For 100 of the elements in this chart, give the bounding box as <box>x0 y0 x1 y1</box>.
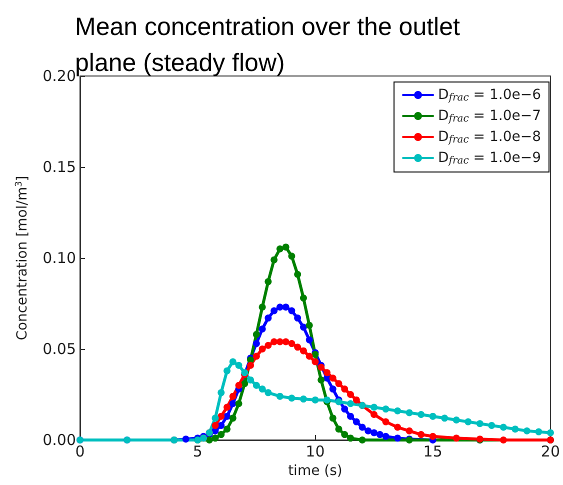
point <box>329 414 336 422</box>
point <box>429 412 436 420</box>
point <box>341 406 348 413</box>
point <box>394 424 402 431</box>
y-tick-label: 0.10 <box>42 249 76 267</box>
point <box>252 330 260 338</box>
point <box>300 347 307 354</box>
point <box>264 278 272 286</box>
point <box>229 392 236 400</box>
point <box>294 270 302 278</box>
point <box>258 346 266 352</box>
point <box>341 431 348 438</box>
point <box>264 342 272 349</box>
point <box>247 376 254 384</box>
point <box>358 424 366 431</box>
point <box>452 416 460 424</box>
point <box>218 389 225 396</box>
legend-label: Dfrac = 1.0e−9 <box>438 150 542 166</box>
point <box>276 304 284 311</box>
point <box>382 406 390 413</box>
point <box>370 411 378 418</box>
point <box>288 252 296 260</box>
point <box>218 422 225 429</box>
point <box>546 429 554 436</box>
point <box>300 294 307 302</box>
y-axis-title: Concentration [mol/m3] <box>14 176 30 340</box>
point <box>306 336 313 344</box>
point <box>229 400 236 408</box>
point <box>382 418 390 426</box>
point <box>206 436 213 444</box>
legend-label: Dfrac = 1.0e−7 <box>438 108 542 124</box>
point <box>441 414 448 422</box>
point <box>294 314 302 322</box>
point <box>341 386 348 393</box>
point <box>376 431 384 438</box>
point <box>182 436 190 443</box>
point <box>347 434 354 442</box>
point <box>394 407 402 414</box>
point <box>347 412 354 420</box>
point <box>329 374 336 382</box>
point <box>258 386 266 393</box>
point <box>270 307 278 314</box>
point <box>318 376 325 384</box>
point <box>218 431 225 438</box>
point <box>276 392 284 400</box>
point <box>500 424 507 431</box>
point <box>258 325 266 332</box>
point <box>312 396 319 404</box>
point <box>282 338 290 346</box>
point <box>258 304 266 311</box>
point <box>294 344 302 351</box>
point <box>370 429 378 436</box>
point <box>288 340 296 348</box>
point <box>429 432 436 440</box>
point <box>212 422 219 429</box>
point <box>347 400 354 408</box>
point <box>523 427 530 434</box>
point <box>406 427 413 434</box>
point <box>358 436 366 444</box>
point <box>476 420 484 428</box>
point <box>352 396 360 404</box>
point <box>352 418 360 426</box>
point <box>452 434 460 442</box>
point <box>252 352 260 360</box>
point <box>500 436 507 444</box>
point <box>312 358 319 366</box>
point <box>252 340 260 348</box>
x-tick-label: 10 <box>306 442 325 460</box>
point <box>264 314 272 322</box>
point <box>364 427 372 434</box>
y-tick-label: 0.05 <box>42 340 76 358</box>
point <box>224 367 231 374</box>
point <box>300 324 307 331</box>
point <box>224 426 231 433</box>
point <box>264 389 272 396</box>
y-tick-label: 0.15 <box>42 158 76 176</box>
point <box>282 304 290 311</box>
point <box>288 307 296 314</box>
point <box>235 362 242 369</box>
point <box>300 396 307 403</box>
point <box>212 414 219 422</box>
point <box>247 362 254 369</box>
point <box>235 382 242 389</box>
point <box>282 244 290 251</box>
point <box>464 418 472 426</box>
point <box>418 431 425 438</box>
point <box>347 391 354 398</box>
legend-label: Dfrac = 1.0e−6 <box>438 87 542 104</box>
point <box>212 434 219 442</box>
chart-title: Mean concentration over the outlet plane (steady flow) <box>75 13 467 77</box>
point <box>270 256 278 264</box>
point <box>418 411 425 418</box>
point <box>241 380 248 388</box>
y-tick-label: 0.00 <box>42 431 76 449</box>
point <box>252 382 260 389</box>
point <box>512 426 519 433</box>
point <box>229 358 236 366</box>
point <box>288 394 296 402</box>
x-tick-label: 15 <box>423 442 442 460</box>
x-tick-label: 5 <box>192 442 202 460</box>
